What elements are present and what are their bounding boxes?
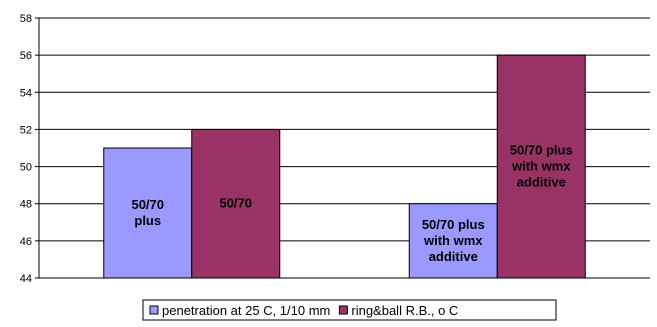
bar-label: additive [517, 175, 566, 190]
y-tick-label: 58 [20, 13, 32, 25]
y-tick-label: 44 [20, 273, 32, 285]
legend-box [142, 299, 557, 321]
legend: penetration at 25 C, 1/10 mm ring&ball R.… [142, 299, 557, 321]
bar-label: additive [429, 249, 478, 264]
bar-ring-ball-1 [191, 128, 281, 279]
legend-entry: ring&ball R.B., o C [351, 303, 458, 318]
bar-label: 50/70 [131, 197, 164, 212]
y-tick-label: 56 [20, 50, 32, 62]
y-tick-label: 54 [20, 87, 32, 99]
legend-entry: penetration at 25 C, 1/10 mm [162, 303, 330, 318]
y-tick-label: 48 [20, 199, 32, 211]
bar-label: with wmx [423, 233, 483, 248]
bar-penetration-1 [103, 147, 193, 279]
y-tick-label: 46 [20, 236, 32, 248]
legend-swatch [338, 305, 348, 315]
bar-label: with wmx [511, 159, 571, 174]
bar-penetration-2 [408, 203, 498, 279]
bar-ring-ball-2 [496, 54, 586, 279]
y-tick-label: 52 [20, 124, 32, 136]
bar-label: plus [134, 213, 161, 228]
bar-label: 50/70 [219, 196, 252, 211]
y-tick-label: 50 [20, 162, 32, 174]
bar-label: 50/70 plus [510, 143, 573, 158]
legend-swatch [149, 305, 159, 315]
bar-label: 50/70 plus [422, 217, 485, 232]
